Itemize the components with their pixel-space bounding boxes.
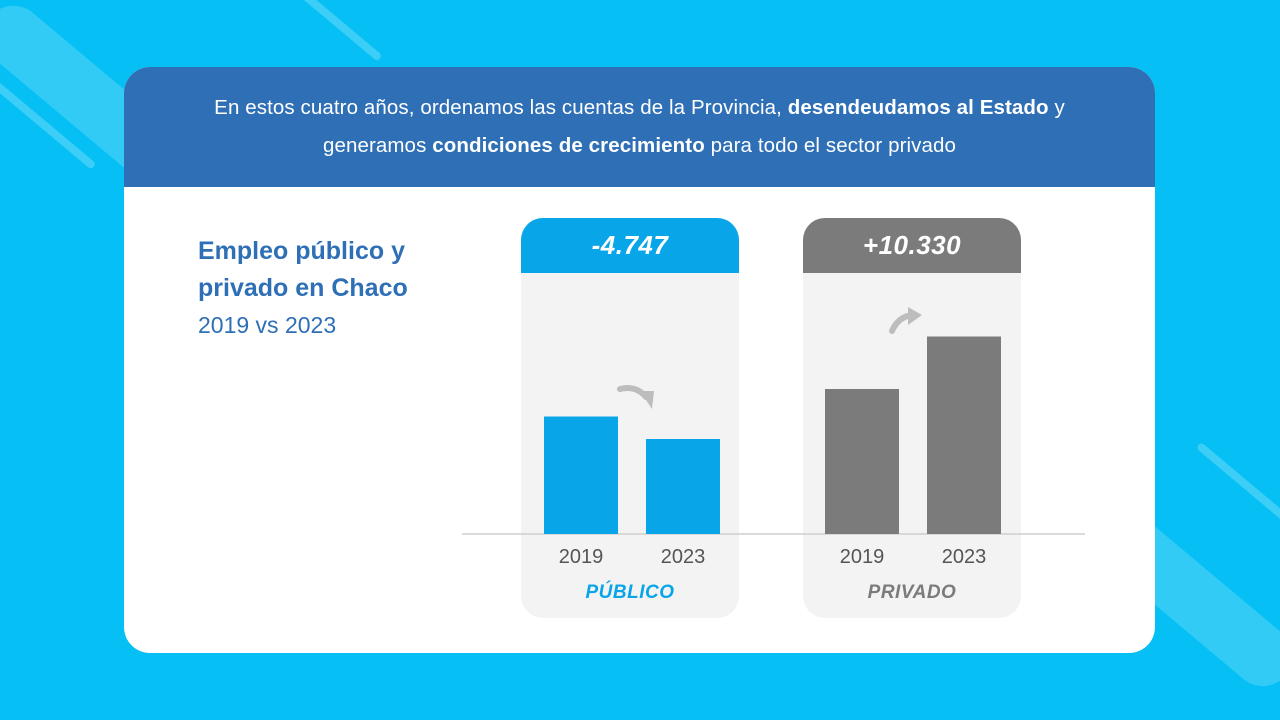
info-card: En estos cuatro años, ordenamos las cuen… bbox=[124, 67, 1155, 653]
headline-part-3: para todo el sector privado bbox=[704, 134, 957, 157]
privado-panel: +10.330 PRIVADO bbox=[803, 218, 1021, 618]
privado-label: PRIVADO bbox=[867, 582, 957, 603]
chart-title: Empleo público y privado en Chaco 2019 v… bbox=[198, 233, 408, 344]
chart-title-line-2: privado en Chaco bbox=[198, 274, 408, 302]
chart-title-line-1: Empleo público y bbox=[198, 237, 405, 265]
headline-banner: En estos cuatro años, ordenamos las cuen… bbox=[124, 67, 1155, 187]
headline-part-1: En estos cuatro años, ordenamos las cuen… bbox=[214, 96, 788, 119]
chart-subtitle: 2019 vs 2023 bbox=[198, 312, 337, 338]
headline-part-2: y generamos bbox=[322, 96, 1065, 157]
publico-label: PÚBLICO bbox=[585, 582, 675, 603]
publico-change-value: -4.747 bbox=[521, 218, 739, 273]
privado-change-value: +10.330 bbox=[803, 218, 1021, 273]
publico-panel: -4.747 PÚBLICO bbox=[521, 218, 739, 618]
background-stripe bbox=[1195, 441, 1280, 539]
background-stripe bbox=[285, 0, 383, 62]
headline-bold-1: desendeudamos al Estado bbox=[787, 96, 1049, 119]
headline-text: En estos cuatro años, ordenamos las cuen… bbox=[180, 89, 1100, 165]
headline-bold-2: condiciones de crecimiento bbox=[432, 134, 705, 157]
